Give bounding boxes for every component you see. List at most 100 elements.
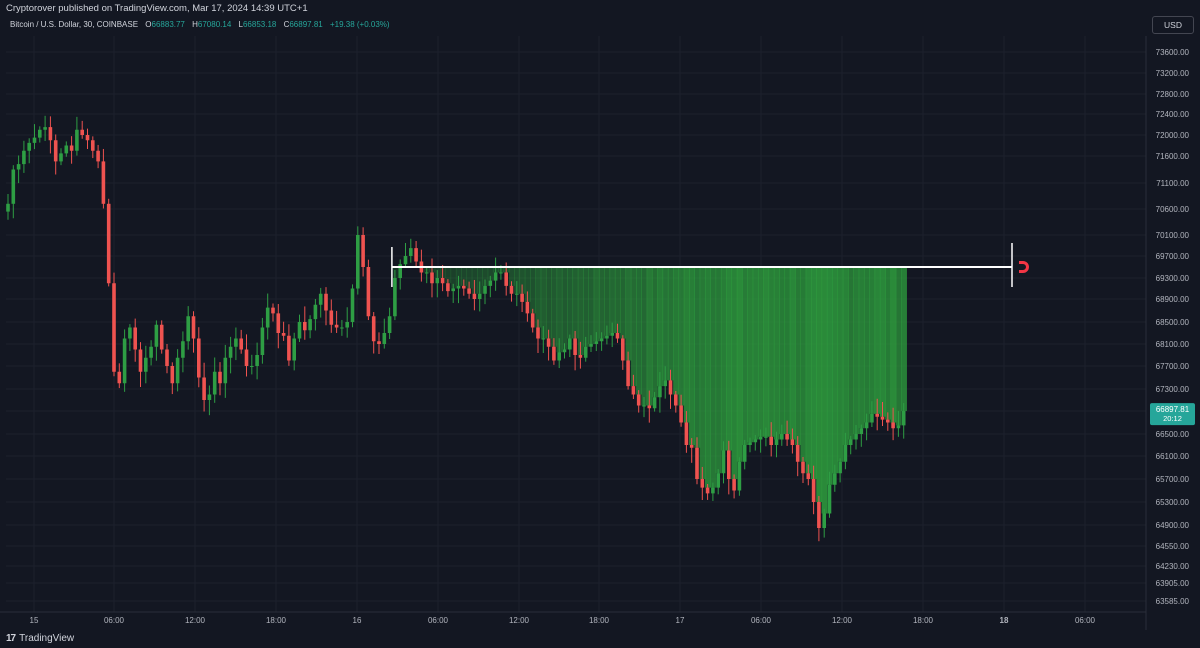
candle-body bbox=[403, 256, 408, 265]
candle-body bbox=[265, 307, 270, 328]
low-label: L bbox=[238, 20, 243, 29]
candle-body bbox=[891, 422, 895, 429]
candle-body bbox=[387, 316, 392, 333]
candle-body bbox=[764, 436, 768, 438]
fill-slice bbox=[895, 267, 902, 426]
candle-body bbox=[880, 416, 885, 420]
price-tick-label: 71100.00 bbox=[1156, 179, 1189, 188]
candle-body bbox=[647, 405, 652, 409]
candle-body bbox=[59, 153, 63, 162]
candle-body bbox=[186, 316, 190, 342]
time-tick-label: 12:00 bbox=[185, 616, 206, 625]
candle-body bbox=[610, 333, 614, 336]
candle-body bbox=[53, 140, 58, 162]
candle-body bbox=[181, 341, 185, 358]
fill-slice bbox=[842, 267, 849, 445]
candle-body bbox=[530, 313, 535, 328]
candle-body bbox=[271, 307, 275, 314]
level-line[interactable] bbox=[391, 243, 1013, 287]
price-tick-label: 69700.00 bbox=[1156, 252, 1190, 261]
fill-slice bbox=[667, 267, 674, 381]
time-tick-label: 06:00 bbox=[1075, 616, 1096, 625]
candle-body bbox=[345, 322, 349, 328]
candle-body bbox=[430, 272, 434, 284]
time-tick-label: 12:00 bbox=[832, 616, 853, 625]
fill-slice bbox=[604, 267, 611, 336]
candle-body bbox=[32, 137, 37, 143]
candle-body bbox=[382, 333, 387, 344]
candle-body bbox=[154, 324, 159, 347]
candle-body bbox=[356, 235, 360, 289]
fill-slice bbox=[742, 267, 748, 445]
magnet-icon[interactable] bbox=[1019, 261, 1029, 273]
candle-body bbox=[652, 397, 657, 409]
candle-body bbox=[795, 445, 800, 462]
fill-slice bbox=[736, 267, 743, 462]
open-label: O bbox=[145, 20, 152, 29]
candle-body bbox=[700, 479, 705, 488]
fill-slice bbox=[773, 267, 780, 440]
price-tick-label: 66500.00 bbox=[1156, 430, 1190, 439]
candle-body bbox=[583, 346, 588, 358]
fill-slice bbox=[757, 267, 764, 437]
price-tick-label: 71600.00 bbox=[1156, 152, 1190, 161]
fill-slice bbox=[731, 267, 738, 479]
candle-body bbox=[22, 150, 26, 165]
tradingview-logo[interactable]: 17 TradingView bbox=[6, 633, 74, 644]
fill-slice bbox=[795, 267, 801, 445]
fill-slice bbox=[715, 267, 722, 474]
candle-body bbox=[398, 264, 402, 278]
candle-body bbox=[287, 335, 291, 361]
countdown-label: 20:12 bbox=[1163, 414, 1182, 423]
candle-body bbox=[223, 357, 228, 384]
candle-body bbox=[64, 145, 69, 154]
candle-body bbox=[48, 127, 53, 141]
fill-slice bbox=[816, 267, 823, 502]
fill-slice bbox=[598, 267, 605, 339]
fill-slice bbox=[784, 267, 791, 434]
candle-body bbox=[536, 327, 540, 339]
candle-body bbox=[197, 338, 201, 378]
candle-body bbox=[260, 327, 265, 355]
price-tick-label: 72000.00 bbox=[1156, 131, 1190, 140]
candle-body bbox=[684, 422, 689, 445]
fill-slice bbox=[863, 267, 870, 423]
time-axis[interactable]: 15 06:00 12:00 18:00 16 06:00 12:00 18:00 17 06:0… bbox=[0, 611, 1146, 625]
open-value: 66883.77 bbox=[151, 20, 185, 29]
candle-body bbox=[170, 366, 175, 384]
candle-body bbox=[133, 327, 137, 350]
candle-body bbox=[191, 316, 196, 339]
candle-body bbox=[488, 280, 493, 286]
candle-body bbox=[361, 235, 365, 267]
candle-body bbox=[515, 293, 519, 295]
candle-body bbox=[255, 355, 259, 366]
fill-slice bbox=[832, 267, 839, 474]
fill-slice bbox=[662, 267, 669, 381]
candle-body bbox=[562, 349, 567, 353]
fill-slice bbox=[752, 267, 759, 440]
price-axis[interactable]: 73600.00 73200.00 72800.00 72400.00 72000.00… bbox=[1145, 0, 1200, 630]
tradingview-logo-icon: 17 bbox=[6, 633, 16, 644]
candle-body bbox=[621, 338, 625, 361]
fill-slice bbox=[826, 267, 833, 485]
price-tick-label: 73200.00 bbox=[1156, 69, 1190, 78]
candle-body bbox=[281, 333, 286, 336]
fill-slice bbox=[885, 267, 892, 420]
fill-slice bbox=[805, 267, 812, 474]
magnet-shape bbox=[1019, 261, 1029, 273]
fill-slice bbox=[821, 267, 828, 514]
close-label: C bbox=[283, 20, 290, 29]
fill-slice bbox=[673, 267, 680, 395]
fill-slice bbox=[540, 267, 547, 339]
candle-body bbox=[896, 425, 901, 429]
candle-body bbox=[642, 405, 646, 407]
publish-info: Cryptorover published on TradingView.com… bbox=[6, 3, 308, 14]
currency-button[interactable]: USD bbox=[1152, 16, 1194, 34]
candle-body bbox=[822, 513, 826, 528]
price-tick-label: 63585.00 bbox=[1156, 597, 1190, 606]
fill-slice bbox=[800, 267, 807, 462]
candle-body bbox=[769, 436, 773, 445]
candle-body bbox=[228, 346, 233, 358]
candle-body bbox=[509, 285, 514, 294]
